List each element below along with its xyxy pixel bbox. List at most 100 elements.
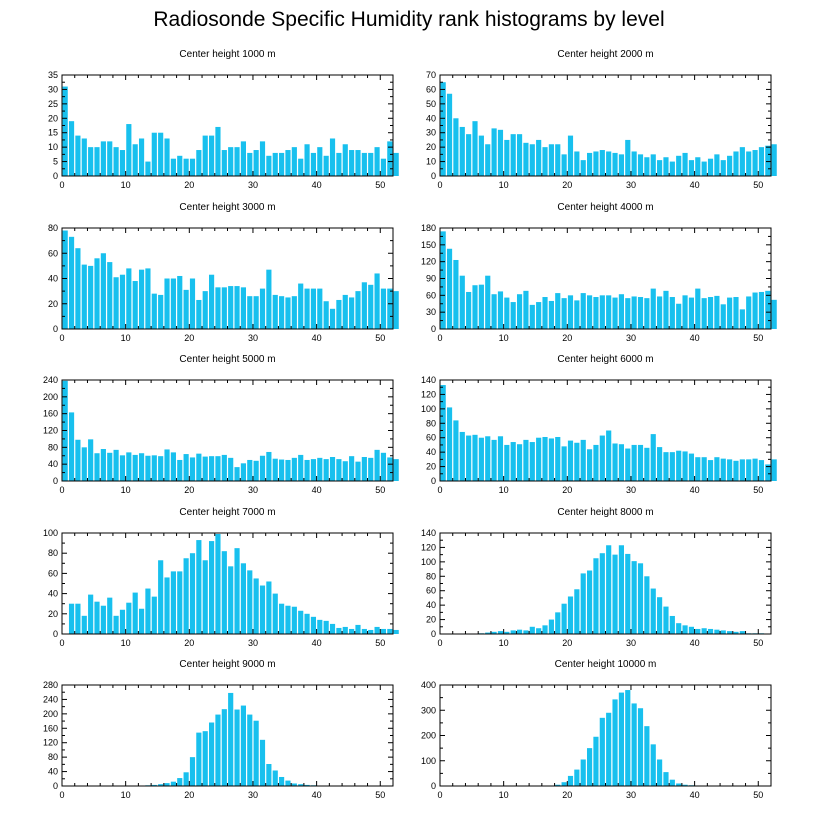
histogram-bar <box>94 147 100 176</box>
y-tick-label: 20 <box>48 299 58 309</box>
x-tick-label: 30 <box>248 333 258 343</box>
histogram-bar <box>158 456 164 481</box>
histogram-bar <box>548 619 554 634</box>
histogram-bar <box>279 296 285 329</box>
x-tick-label: 20 <box>562 180 572 190</box>
histogram-bar <box>88 439 94 481</box>
histogram-bar <box>529 626 535 634</box>
histogram-bar <box>548 300 554 329</box>
histogram-bar <box>599 553 605 634</box>
x-tick-label: 30 <box>248 485 258 495</box>
histogram-bar <box>637 297 644 329</box>
histogram-bar <box>75 439 81 481</box>
histogram-bar <box>221 454 227 481</box>
x-tick-label: 10 <box>499 485 509 495</box>
histogram-bar <box>516 134 523 176</box>
x-tick-label: 10 <box>499 638 509 648</box>
histogram-bar <box>631 151 637 176</box>
histogram-bar <box>688 160 695 176</box>
histogram-bar <box>599 717 605 786</box>
histogram-bar <box>329 457 336 481</box>
histogram-bar <box>504 139 510 176</box>
x-tick-label: 0 <box>59 180 64 190</box>
histogram-panel: Center height 7000 m 0 10 20 30 40 50 0 20 40 60 80… <box>43 507 399 648</box>
y-tick-label: 80 <box>426 571 436 581</box>
histogram-bar <box>145 268 151 329</box>
histogram-bar <box>151 596 157 634</box>
histogram-bar <box>440 385 446 481</box>
plot-frame <box>439 684 772 787</box>
histogram-bar <box>355 624 361 634</box>
histogram-bar <box>94 453 100 481</box>
histogram-bar <box>567 135 574 176</box>
histogram-bar <box>387 141 393 176</box>
histogram-bar <box>701 628 707 634</box>
histogram-bar <box>272 458 278 481</box>
histogram-bar <box>453 420 459 481</box>
y-tick-label: 0 <box>53 629 58 639</box>
histogram-bar <box>158 560 164 634</box>
histogram-bar <box>177 459 183 481</box>
y-tick-label: 100 <box>421 756 436 766</box>
histogram-bar <box>196 732 202 786</box>
x-tick-label: 20 <box>184 333 194 343</box>
y-tick-label: 20 <box>426 615 436 625</box>
histogram-bar <box>196 299 202 329</box>
x-tick-label: 40 <box>690 790 700 800</box>
histogram-bar <box>177 155 183 176</box>
histogram-bar <box>682 625 688 634</box>
histogram-bar <box>361 628 367 634</box>
histogram-bar <box>107 141 113 176</box>
histogram-bar <box>625 690 631 786</box>
histogram-bar <box>298 454 304 481</box>
x-tick-label: 10 <box>121 485 131 495</box>
histogram-bar <box>342 144 348 176</box>
histogram-bar <box>317 457 323 481</box>
histogram-bar <box>189 757 196 786</box>
histogram-bar <box>291 783 297 786</box>
histogram-bar <box>329 138 336 176</box>
histogram-bar <box>606 712 612 786</box>
histogram-panel: Center height 3000 m 0 10 20 30 40 50 0 20 40 60 80 <box>48 202 399 343</box>
y-tick-label: 40 <box>48 589 58 599</box>
histogram-bar <box>504 297 510 329</box>
histogram-bar <box>151 455 157 481</box>
histogram-bar <box>714 629 720 634</box>
y-tick-label: 240 <box>43 694 58 704</box>
histogram-bar <box>279 776 285 786</box>
histogram-bar <box>88 265 94 329</box>
histogram-bar <box>669 615 675 634</box>
histogram-bar <box>183 289 189 329</box>
histogram-bar <box>234 286 240 329</box>
y-tick-label: 160 <box>43 409 58 419</box>
histogram-bar <box>478 135 484 176</box>
histogram-bar <box>727 631 733 634</box>
panel-title: Center height 5000 m <box>179 354 275 365</box>
histogram-bar <box>380 158 387 176</box>
histogram-bar <box>253 150 259 176</box>
histogram-bar <box>380 628 387 634</box>
histogram-bar <box>75 248 81 329</box>
y-tick-label: 150 <box>421 240 436 250</box>
histogram-bar <box>113 615 119 634</box>
histogram-bar <box>107 597 113 634</box>
histogram-bar <box>209 135 215 176</box>
histogram-bar <box>612 554 618 634</box>
histogram-bar <box>253 720 259 786</box>
panel-title: Center height 9000 m <box>179 659 275 670</box>
histogram-bar <box>510 134 516 176</box>
y-tick-label: 35 <box>48 70 58 80</box>
histogram-bar <box>682 152 688 176</box>
histogram-bar <box>329 623 336 634</box>
histogram-bar <box>380 452 387 481</box>
y-tick-label: 180 <box>421 223 436 233</box>
histogram-bar <box>368 457 374 481</box>
histogram-bar <box>644 447 650 481</box>
histogram-bar <box>663 290 669 329</box>
histogram-bar <box>663 606 669 634</box>
histogram-bar <box>574 300 580 329</box>
histogram-bar <box>453 259 459 329</box>
y-tick-label: 40 <box>48 767 58 777</box>
histogram-bar <box>240 563 246 634</box>
histogram-bar <box>349 297 355 329</box>
